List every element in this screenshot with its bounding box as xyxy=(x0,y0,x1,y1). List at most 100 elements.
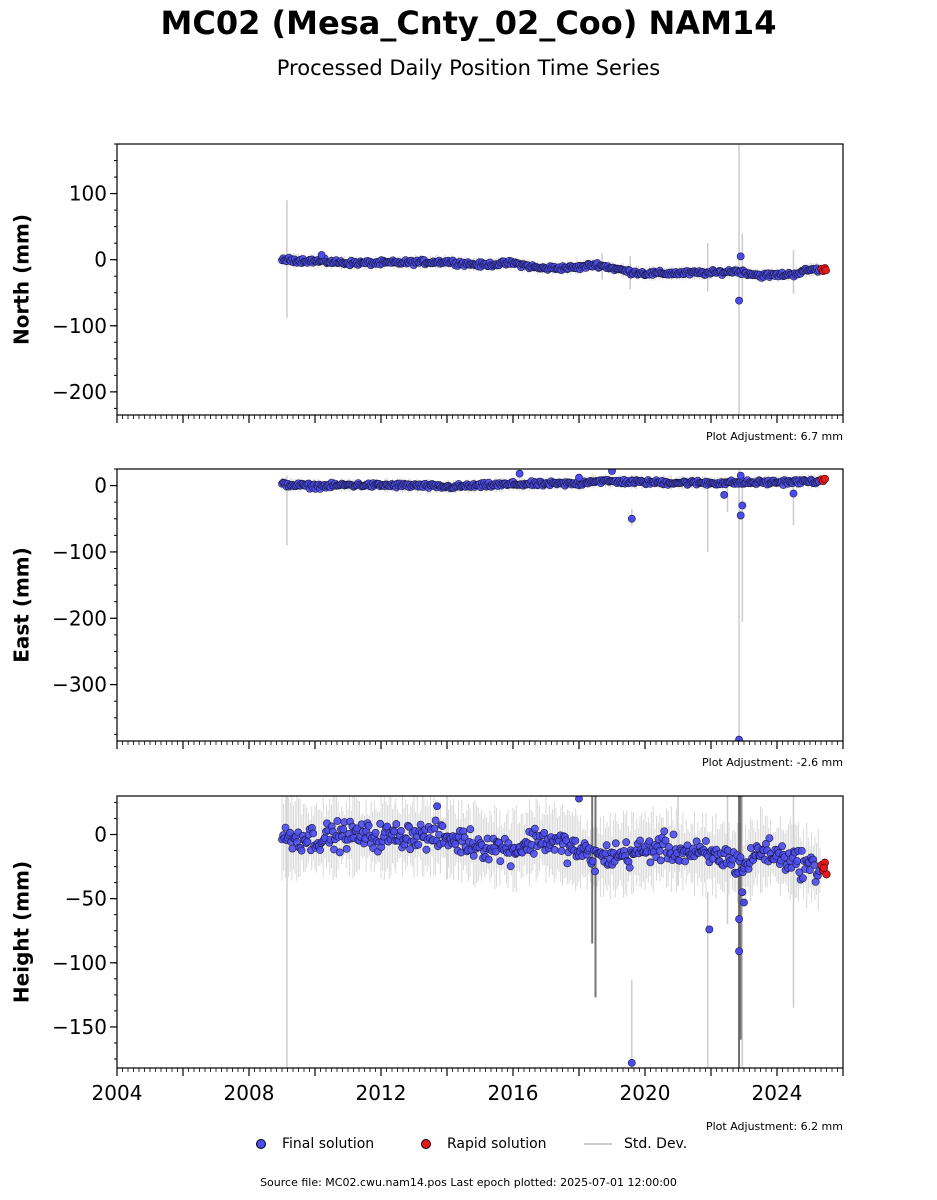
final-point xyxy=(422,845,431,854)
final-point xyxy=(416,820,425,829)
final-point-outlier xyxy=(433,802,441,811)
final-point xyxy=(397,827,405,835)
y-tick-label: −150 xyxy=(52,1015,107,1039)
legend-rapid-label: Rapid solution xyxy=(447,1136,547,1152)
final-solution-points xyxy=(278,469,823,741)
final-point xyxy=(591,867,599,876)
final-point xyxy=(303,837,312,846)
y-tick-label: 0 xyxy=(94,822,107,846)
final-point xyxy=(622,838,631,847)
figure-title: MC02 (Mesa_Cnty_02_Coo) NAM14 xyxy=(160,4,777,42)
final-point xyxy=(646,858,655,867)
final-point xyxy=(799,874,807,883)
final-point xyxy=(333,817,342,825)
final-point xyxy=(563,859,572,868)
y-tick-label: −50 xyxy=(65,887,107,911)
final-point xyxy=(655,847,664,855)
plot-adjustment: Plot Adjustment: 6.7 mm xyxy=(706,430,843,443)
final-point xyxy=(793,857,801,865)
final-point xyxy=(625,863,634,872)
final-point xyxy=(736,853,745,862)
final-point-outlier xyxy=(736,511,745,520)
x-tick-label: 2004 xyxy=(92,1081,143,1105)
final-point xyxy=(702,837,710,845)
panel-1: 100 0 −100 −200 North (mm) Plot Adjustment: 6… xyxy=(10,143,844,443)
y-tick-label: −200 xyxy=(52,380,107,404)
final-point xyxy=(286,828,294,837)
legend-std-label: Std. Dev. xyxy=(624,1136,688,1152)
panel-frame xyxy=(116,143,844,416)
x-tick-label: 2008 xyxy=(224,1081,275,1105)
final-point xyxy=(540,829,549,837)
plot-adjustment: Plot Adjustment: 6.2 mm xyxy=(706,1120,843,1133)
panel-2-marks xyxy=(278,469,829,741)
y-axis-label: Height (mm) xyxy=(10,861,34,1003)
final-point xyxy=(506,862,515,871)
final-solution-points xyxy=(278,251,823,305)
rapid-solution-points xyxy=(817,264,830,276)
legend-rapid: Rapid solution xyxy=(421,1136,547,1152)
source-footer: Source file: MC02.cwu.nam14.pos Last epo… xyxy=(260,1176,677,1189)
final-point xyxy=(281,823,290,832)
final-point xyxy=(611,839,620,848)
y-tick-label: −100 xyxy=(52,951,107,975)
panel-1-marks xyxy=(278,144,830,415)
x-tick-label: 2024 xyxy=(752,1081,803,1105)
legend-std: Std. Dev. xyxy=(584,1136,687,1152)
final-point xyxy=(392,820,401,828)
final-solution-points xyxy=(278,796,823,1067)
final-point xyxy=(376,819,385,828)
final-point xyxy=(661,836,670,845)
final-point-outlier xyxy=(735,947,743,956)
rapid-point xyxy=(819,863,828,872)
final-point xyxy=(645,837,654,846)
x-tick-label: 2020 xyxy=(620,1081,671,1105)
legend-final-label: Final solution xyxy=(282,1136,375,1152)
y-axis-label: North (mm) xyxy=(10,214,34,345)
final-point-outlier xyxy=(738,888,747,897)
final-point xyxy=(797,847,806,855)
final-point xyxy=(557,847,566,855)
final-point-outlier xyxy=(515,469,524,478)
y-tick-label: 100 xyxy=(69,182,107,206)
y-tick-label: 0 xyxy=(94,248,107,272)
final-point-outlier xyxy=(738,501,747,510)
final-point xyxy=(656,856,665,865)
y-tick-label: −100 xyxy=(52,540,107,564)
final-point xyxy=(810,861,819,869)
legend-rapid-marker xyxy=(421,1139,431,1149)
panel-2: 0 −100 −200 −300 East (mm) Plot Adjustment: -… xyxy=(10,468,844,769)
final-point-outlier xyxy=(735,296,743,305)
final-point-outlier xyxy=(735,735,743,741)
y-tick-label: −200 xyxy=(52,606,107,630)
x-tick-label: 2012 xyxy=(356,1081,407,1105)
final-point xyxy=(297,846,306,855)
final-point xyxy=(371,828,380,837)
final-point xyxy=(335,848,344,857)
final-point xyxy=(550,846,559,854)
final-point xyxy=(636,836,644,845)
final-point xyxy=(430,824,439,833)
final-point xyxy=(765,834,774,842)
final-point xyxy=(288,844,297,853)
rapid-point xyxy=(820,474,829,484)
final-point-outlier xyxy=(740,898,748,907)
final-point-outlier xyxy=(575,473,583,482)
final-point xyxy=(496,857,505,865)
final-point xyxy=(406,845,415,854)
legend-final: Final solution xyxy=(256,1136,374,1152)
plot-adjustment: Plot Adjustment: -2.6 mm xyxy=(702,756,843,769)
final-point xyxy=(309,829,318,838)
panel-frame xyxy=(116,468,844,742)
figure-subtitle: Processed Daily Position Time Series xyxy=(276,56,661,80)
y-tick-label: −300 xyxy=(52,673,107,697)
y-axis-label: East (mm) xyxy=(10,547,34,663)
final-point xyxy=(364,821,373,830)
final-point-outlier xyxy=(317,251,326,259)
final-point-outlier xyxy=(627,1058,636,1067)
y-tick-label: 0 xyxy=(94,474,107,498)
final-point xyxy=(805,866,814,874)
final-point-outlier xyxy=(736,471,745,480)
legend: Final solution Rapid solution Std. Dev. xyxy=(0,1136,937,1158)
